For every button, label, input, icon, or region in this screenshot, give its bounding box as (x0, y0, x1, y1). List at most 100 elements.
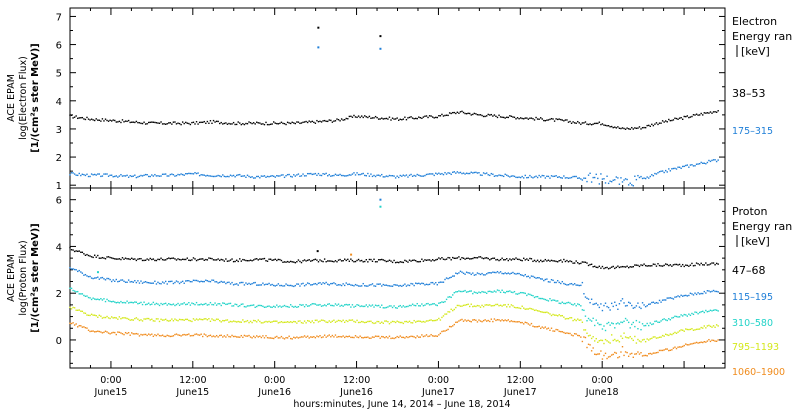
data-point (623, 266, 625, 268)
data-point (112, 300, 114, 303)
data-point (603, 354, 605, 357)
data-point (692, 342, 695, 345)
data-point (106, 256, 108, 258)
data-point (391, 261, 394, 264)
x-tick-time: 0:00 (100, 375, 121, 386)
data-point (648, 353, 650, 355)
data-point (601, 309, 604, 312)
data-point (594, 303, 596, 305)
data-point (387, 306, 389, 308)
data-point (646, 322, 648, 325)
data-point (277, 306, 280, 308)
data-point (303, 305, 306, 308)
data-point (631, 126, 633, 129)
data-point (285, 175, 287, 177)
data-point (689, 116, 692, 118)
data-point (107, 256, 110, 258)
data-point (239, 321, 241, 323)
data-point (402, 174, 405, 176)
data-point (191, 281, 193, 283)
outlier-point (379, 35, 382, 38)
data-point (243, 305, 246, 308)
data-point (717, 291, 719, 293)
data-point (475, 113, 477, 115)
data-point (339, 320, 341, 322)
data-point (303, 335, 306, 337)
data-point (101, 332, 104, 334)
data-point (322, 282, 324, 284)
data-point (374, 175, 377, 178)
data-point (570, 334, 573, 336)
data-point (556, 279, 559, 282)
data-point (87, 275, 90, 278)
data-point (666, 319, 668, 322)
data-point (351, 116, 354, 118)
data-point (78, 309, 80, 311)
data-point (374, 115, 377, 118)
data-point (103, 173, 105, 175)
data-point (598, 121, 601, 123)
data-point (131, 301, 133, 304)
data-point (675, 332, 678, 334)
data-point (685, 164, 687, 167)
data-point (69, 287, 71, 289)
data-point (293, 122, 295, 124)
data-point (536, 277, 539, 279)
data-point (277, 258, 280, 261)
data-point (319, 303, 321, 306)
data-point (172, 121, 175, 123)
data-point (157, 175, 159, 177)
legend-entry: 115–195 (732, 292, 773, 303)
data-point (428, 115, 431, 117)
data-point (72, 172, 74, 174)
data-point (198, 304, 201, 306)
data-point (445, 258, 448, 260)
data-point (143, 281, 145, 283)
data-point (566, 259, 568, 262)
data-point (80, 293, 82, 295)
data-point (615, 266, 618, 269)
data-point (444, 114, 446, 117)
data-point (175, 280, 178, 282)
data-point (563, 331, 565, 334)
data-point (450, 276, 452, 279)
data-point (73, 290, 76, 292)
data-point (632, 128, 634, 130)
data-point (558, 118, 560, 120)
data-point (609, 267, 611, 269)
data-point (541, 260, 543, 263)
data-point (164, 280, 167, 283)
data-point (353, 306, 355, 308)
data-point (192, 257, 195, 259)
data-point (663, 121, 665, 123)
data-point (601, 178, 604, 180)
data-point (688, 344, 690, 346)
data-point (620, 335, 622, 337)
data-point (527, 293, 530, 295)
data-point (677, 346, 679, 348)
data-point (649, 175, 651, 178)
data-point (316, 119, 318, 122)
data-point (158, 122, 161, 124)
data-point (237, 121, 239, 123)
data-point (595, 319, 597, 321)
data-point (499, 291, 502, 294)
data-point (399, 304, 401, 307)
data-point (661, 334, 664, 337)
data-point (427, 283, 429, 286)
data-point (610, 334, 613, 336)
data-point (394, 284, 397, 286)
data-point (344, 321, 346, 323)
data-point (694, 342, 696, 344)
data-point (152, 301, 155, 304)
data-point (124, 120, 127, 122)
data-point (87, 296, 90, 299)
data-point (540, 310, 542, 313)
data-point (177, 258, 179, 260)
data-point (106, 119, 108, 122)
data-point (709, 160, 712, 163)
data-point (359, 321, 361, 324)
data-point (171, 304, 173, 306)
data-point (348, 115, 351, 118)
data-point (311, 303, 313, 305)
